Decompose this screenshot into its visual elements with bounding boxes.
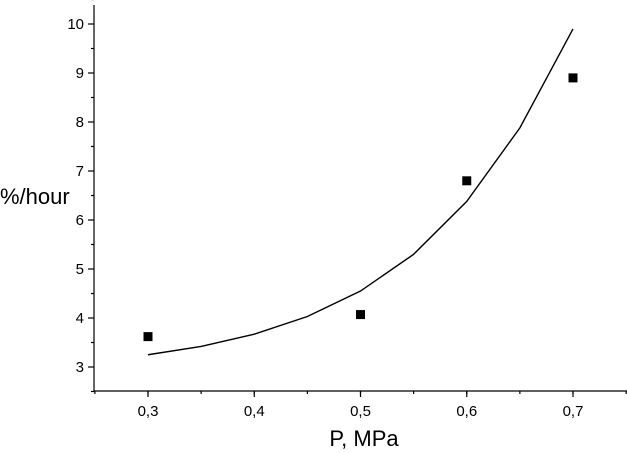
- y-axis-title: %/hour: [0, 184, 70, 209]
- y-tick-label: 8: [76, 114, 84, 131]
- y-tick-label: 4: [76, 310, 84, 327]
- data-point: [356, 310, 365, 320]
- data-points: [143, 73, 578, 342]
- y-tick-label: 9: [76, 65, 84, 82]
- y-tick-label: 3: [76, 359, 84, 376]
- x-tick-label: 0,7: [563, 403, 584, 420]
- y-tick-label: 10: [67, 16, 84, 33]
- x-ticks: 0,3 0,4 0,5 0,6 0,7: [94, 391, 627, 420]
- x-tick-label: 0,3: [138, 403, 159, 420]
- fit-curve-layer: [147, 28, 574, 356]
- y-tick-label: 5: [76, 261, 84, 278]
- data-point: [568, 73, 578, 83]
- x-axis-title: P, MPa: [329, 426, 399, 451]
- x-tick-label: 0,5: [350, 403, 371, 420]
- axes: [93, 5, 627, 392]
- data-point: [143, 332, 153, 342]
- y-ticks: 3 4 5 6 7 8 9 10: [67, 0, 94, 393]
- x-tick-label: 0,6: [456, 403, 477, 420]
- fit-curve: [147, 28, 574, 356]
- data-point: [462, 176, 472, 186]
- y-tick-label: 7: [76, 163, 84, 180]
- x-tick-label: 0,4: [244, 403, 265, 420]
- y-tick-label: 6: [76, 212, 84, 229]
